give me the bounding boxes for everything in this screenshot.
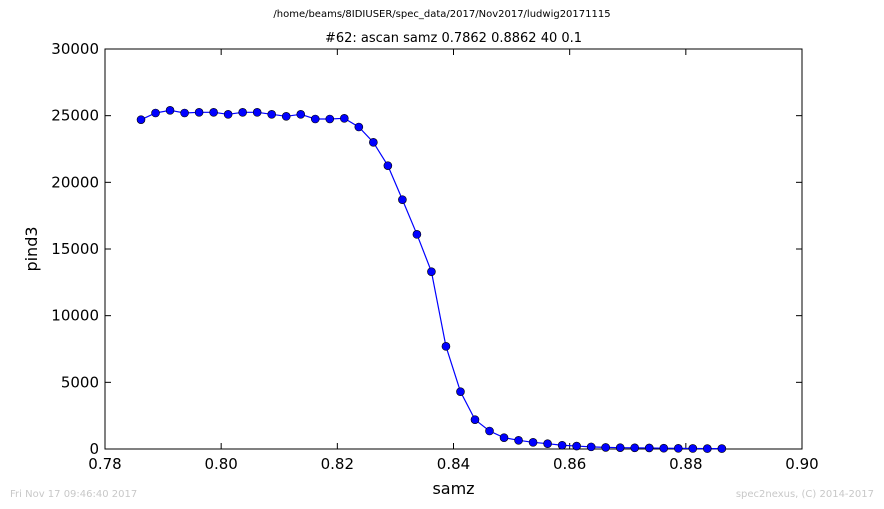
data-point [441, 342, 451, 351]
axis-ticks: 0.78 0.80 0.82 0.84 0.86 0.88 0.90 0 5000 10000 15… [51, 40, 818, 473]
data-point [398, 195, 407, 204]
plot-frame [104, 48, 803, 450]
timestamp-label: Fri Nov 17 09:46:40 2017 [10, 489, 138, 500]
data-point [703, 444, 712, 453]
file-path-title: /home/beams/8IDIUSER/spec_data/2017/Nov2… [273, 9, 611, 20]
data-point [615, 443, 625, 452]
plot-title: #62: ascan samz 0.7862 0.8862 40 0.1 [325, 31, 582, 46]
x-axis-label: samz [432, 479, 474, 498]
y-tick-label: 15000 [51, 240, 99, 258]
data-point [586, 442, 596, 452]
data-series [136, 106, 727, 453]
data-point [180, 108, 189, 118]
y-axis-label: pind3 [22, 226, 41, 271]
data-point [310, 114, 320, 124]
data-point [252, 108, 262, 117]
data-point [557, 440, 567, 450]
x-tick-label: 0.84 [437, 455, 470, 473]
data-point [485, 426, 494, 436]
data-point [209, 108, 218, 117]
credit-label: spec2nexus, (C) 2014-2017 [735, 489, 874, 500]
data-point [688, 444, 698, 453]
data-point [572, 441, 581, 451]
data-point [383, 161, 393, 170]
y-tick-label: 0 [89, 440, 99, 458]
y-tick-label: 10000 [51, 307, 99, 325]
data-point [238, 108, 247, 117]
data-point [412, 230, 422, 239]
data-point [136, 115, 146, 124]
data-point [630, 443, 640, 453]
data-point [151, 108, 160, 118]
data-point [514, 436, 523, 445]
data-point [340, 114, 349, 123]
data-point [325, 114, 335, 124]
data-point [427, 267, 436, 276]
data-point [717, 444, 727, 453]
data-point [528, 438, 538, 447]
data-point [644, 443, 654, 453]
y-tick-label: 20000 [51, 173, 99, 191]
data-point [194, 108, 204, 117]
x-tick-label: 0.90 [785, 455, 818, 473]
y-tick-label: 30000 [51, 40, 99, 58]
data-point [659, 443, 669, 453]
data-point [165, 106, 175, 115]
data-point [673, 444, 683, 453]
y-tick-label: 5000 [61, 373, 99, 391]
x-tick-label: 0.78 [88, 455, 121, 473]
x-tick-label: 0.82 [321, 455, 354, 473]
x-tick-label: 0.88 [669, 455, 702, 473]
data-point [601, 443, 610, 452]
data-point [456, 387, 465, 396]
data-point [499, 433, 509, 442]
x-tick-label: 0.80 [204, 455, 237, 473]
data-point [296, 110, 306, 119]
series-line [140, 109, 722, 450]
data-point [267, 110, 276, 119]
data-point [543, 439, 552, 448]
data-point [354, 122, 364, 132]
data-point [470, 415, 480, 424]
data-point [369, 138, 378, 147]
data-point [281, 112, 291, 121]
y-tick-label: 25000 [51, 107, 99, 125]
x-tick-label: 0.86 [553, 455, 586, 473]
data-point [223, 110, 233, 119]
